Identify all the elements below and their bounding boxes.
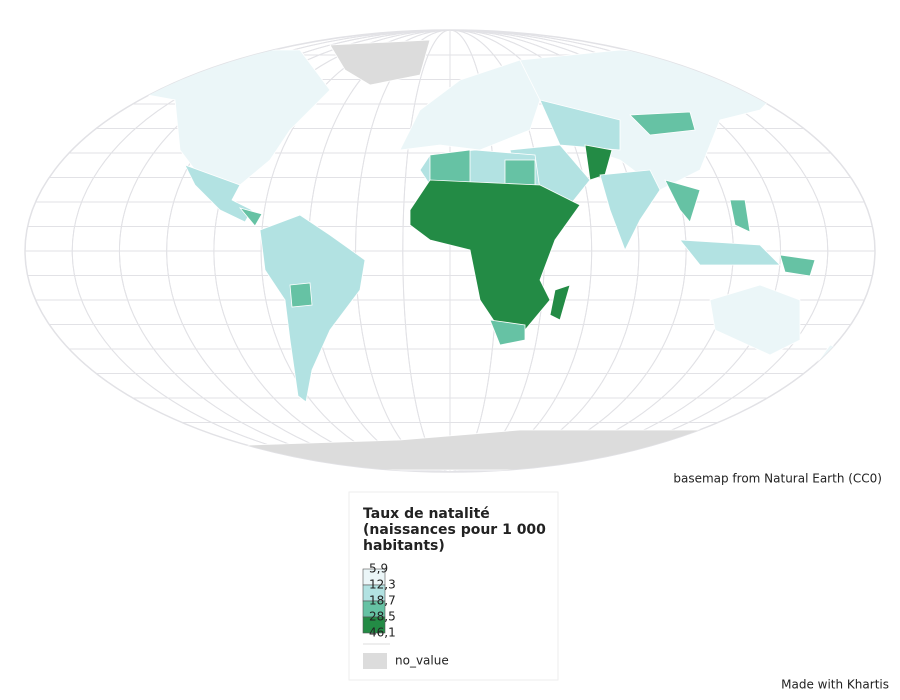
country — [539, 99, 621, 151]
country — [629, 111, 696, 136]
legend-break-label: 18,7 — [369, 594, 396, 608]
legend-title: Taux de natalité — [363, 506, 490, 522]
legend-break-label: 28,5 — [369, 610, 396, 624]
countries — [119, 39, 846, 471]
country — [399, 59, 541, 151]
legend-break-label: 5,9 — [369, 562, 388, 576]
country — [804, 344, 846, 381]
legend-no-value — [363, 653, 387, 669]
country — [429, 149, 471, 186]
globe-outline — [24, 29, 876, 473]
country — [599, 169, 661, 251]
country — [189, 429, 752, 471]
country — [489, 319, 526, 346]
country — [259, 214, 366, 403]
country — [329, 39, 431, 86]
country — [549, 284, 571, 321]
country — [409, 179, 581, 331]
country — [709, 284, 801, 356]
basemap-credit: basemap from Natural Earth (CC0) — [673, 472, 882, 486]
legend-title: (naissances pour 1 000 — [363, 522, 546, 538]
country — [779, 254, 816, 277]
made-with-credit: Made with Khartis — [781, 678, 889, 692]
country — [679, 239, 781, 266]
legend-break-label: 12,3 — [369, 578, 396, 592]
legend-break-label: 46,1 — [369, 626, 396, 640]
country — [664, 179, 701, 223]
country — [289, 282, 313, 308]
country — [729, 199, 751, 233]
legend-class — [362, 616, 386, 634]
country — [238, 207, 263, 227]
legend-no-value-label: no_value — [395, 654, 449, 668]
legend-title: habitants) — [363, 538, 445, 554]
country — [119, 49, 331, 186]
legend: Taux de natalité(naissances pour 1 000ha… — [362, 506, 546, 669]
